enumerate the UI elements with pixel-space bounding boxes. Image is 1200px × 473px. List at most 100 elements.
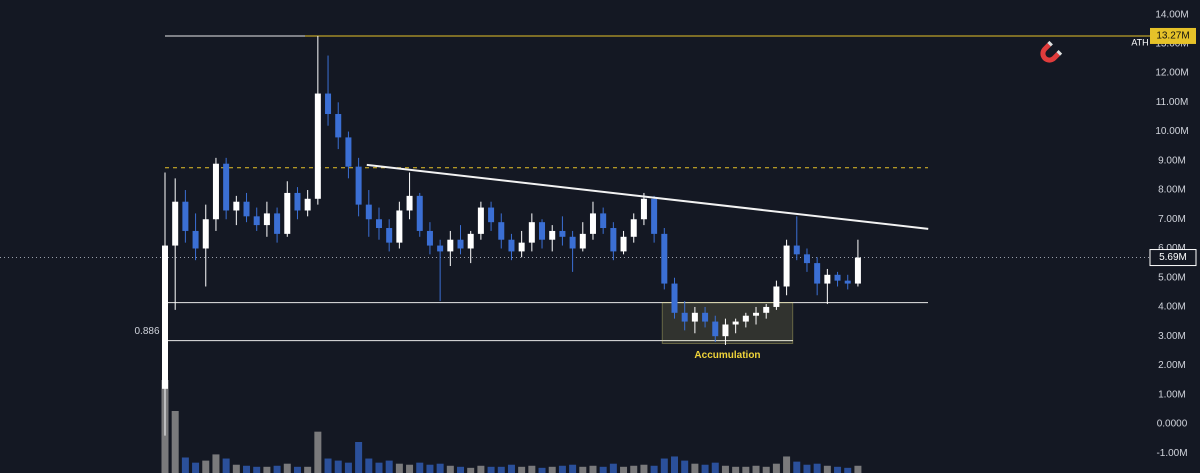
candle-body [559,230,566,237]
volume-bar [497,466,505,473]
candle-body [539,222,546,240]
candle-body [284,192,291,234]
volume-bar [304,466,312,473]
candle-body [854,257,861,284]
volume-bar [518,466,526,473]
volume-bar [793,461,801,473]
candle-body [589,213,596,234]
candle-body [528,222,535,243]
volume-bar [762,466,770,473]
volume-bar [558,465,566,473]
volume-bar [772,463,780,473]
y-tick-label: 2.00M [1158,360,1186,371]
y-tick-label: 8.00M [1158,185,1186,196]
y-tick-label: 11.00M [1156,97,1189,108]
candle-body [549,230,556,240]
candle-body [681,312,688,322]
volume-bar [365,458,373,473]
candle-body [172,201,179,246]
volume-bar [344,462,352,473]
volume-bar [243,465,251,473]
candle-body [477,207,484,234]
candle-body [620,236,627,252]
candle-body [447,239,454,252]
volume-bar [650,465,658,473]
volume-bar [834,466,842,473]
candle-body [803,254,810,264]
volume-bar [273,465,281,473]
y-tick-label: 9.00M [1158,155,1186,166]
candle-body [498,222,505,240]
volume-bar [783,456,791,473]
volume-bar [181,457,189,473]
volume-bar [324,458,332,473]
volume-bar [263,466,271,473]
candle-body [742,315,749,322]
last-price-label: 5.69M [1159,252,1187,263]
volume-bar [232,464,240,473]
y-tick-label: 12.00M [1155,68,1188,79]
accumulation-box [661,302,794,344]
candle-body [569,236,576,249]
candle-body [202,219,209,249]
candle-body [355,166,362,205]
y-tick-label: 1.00M [1158,389,1186,400]
y-tick-label: 4.00M [1158,302,1186,313]
volume-bar [467,467,475,473]
y-tick-label: 3.00M [1158,331,1186,342]
candle-body [335,114,342,138]
candle-body [661,233,668,284]
candle-body [253,216,260,226]
candle-body [834,274,841,281]
candle-body [753,312,760,316]
trendline [366,163,929,230]
volume-bar [844,467,852,473]
volume-bar [171,411,179,473]
volume-bar [752,465,760,473]
volume-bar [222,458,230,473]
volume-bar [507,464,515,473]
volume-bar [742,466,750,473]
candle-body [406,195,413,211]
candle-body [702,312,709,322]
candle-body [793,245,800,255]
candle-body [763,306,770,313]
volume-bar [548,466,556,473]
candle-body [722,324,729,337]
volume-bar [538,467,546,473]
ath-price-label: 13.27M [1156,31,1189,42]
volume-bar [813,463,821,473]
volume-bar [640,464,648,473]
candle-body [162,245,168,389]
candle-body [375,219,382,229]
candle-body [223,163,230,211]
volume-bar [436,463,444,473]
candle-body [386,228,393,243]
candle-body [274,213,281,234]
candle-body [365,204,372,220]
candle-body [294,192,301,211]
candle-body [426,230,433,246]
candle-body [233,201,240,211]
volume-bar [579,466,587,473]
y-tick-label: 6.00M [1158,243,1186,254]
ath-text: ATH [1131,37,1148,47]
candle-body [712,321,719,337]
volume-bar [293,466,301,473]
candle-body [579,233,586,249]
volume-bar [314,431,322,473]
candle-body [488,207,495,223]
volume-bar [457,466,465,473]
candle-body [783,245,790,287]
volume-bar [385,460,393,473]
accumulation-label: Accumulation [694,350,760,361]
candle-body [600,213,607,229]
volume-bar [426,464,434,473]
volume-bar [823,465,831,473]
fib-label: 0.886 [134,326,159,337]
volume-bar [355,442,363,473]
y-tick-label: 7.00M [1158,214,1186,225]
volume-bar [569,464,577,473]
volume-bar [528,465,536,473]
